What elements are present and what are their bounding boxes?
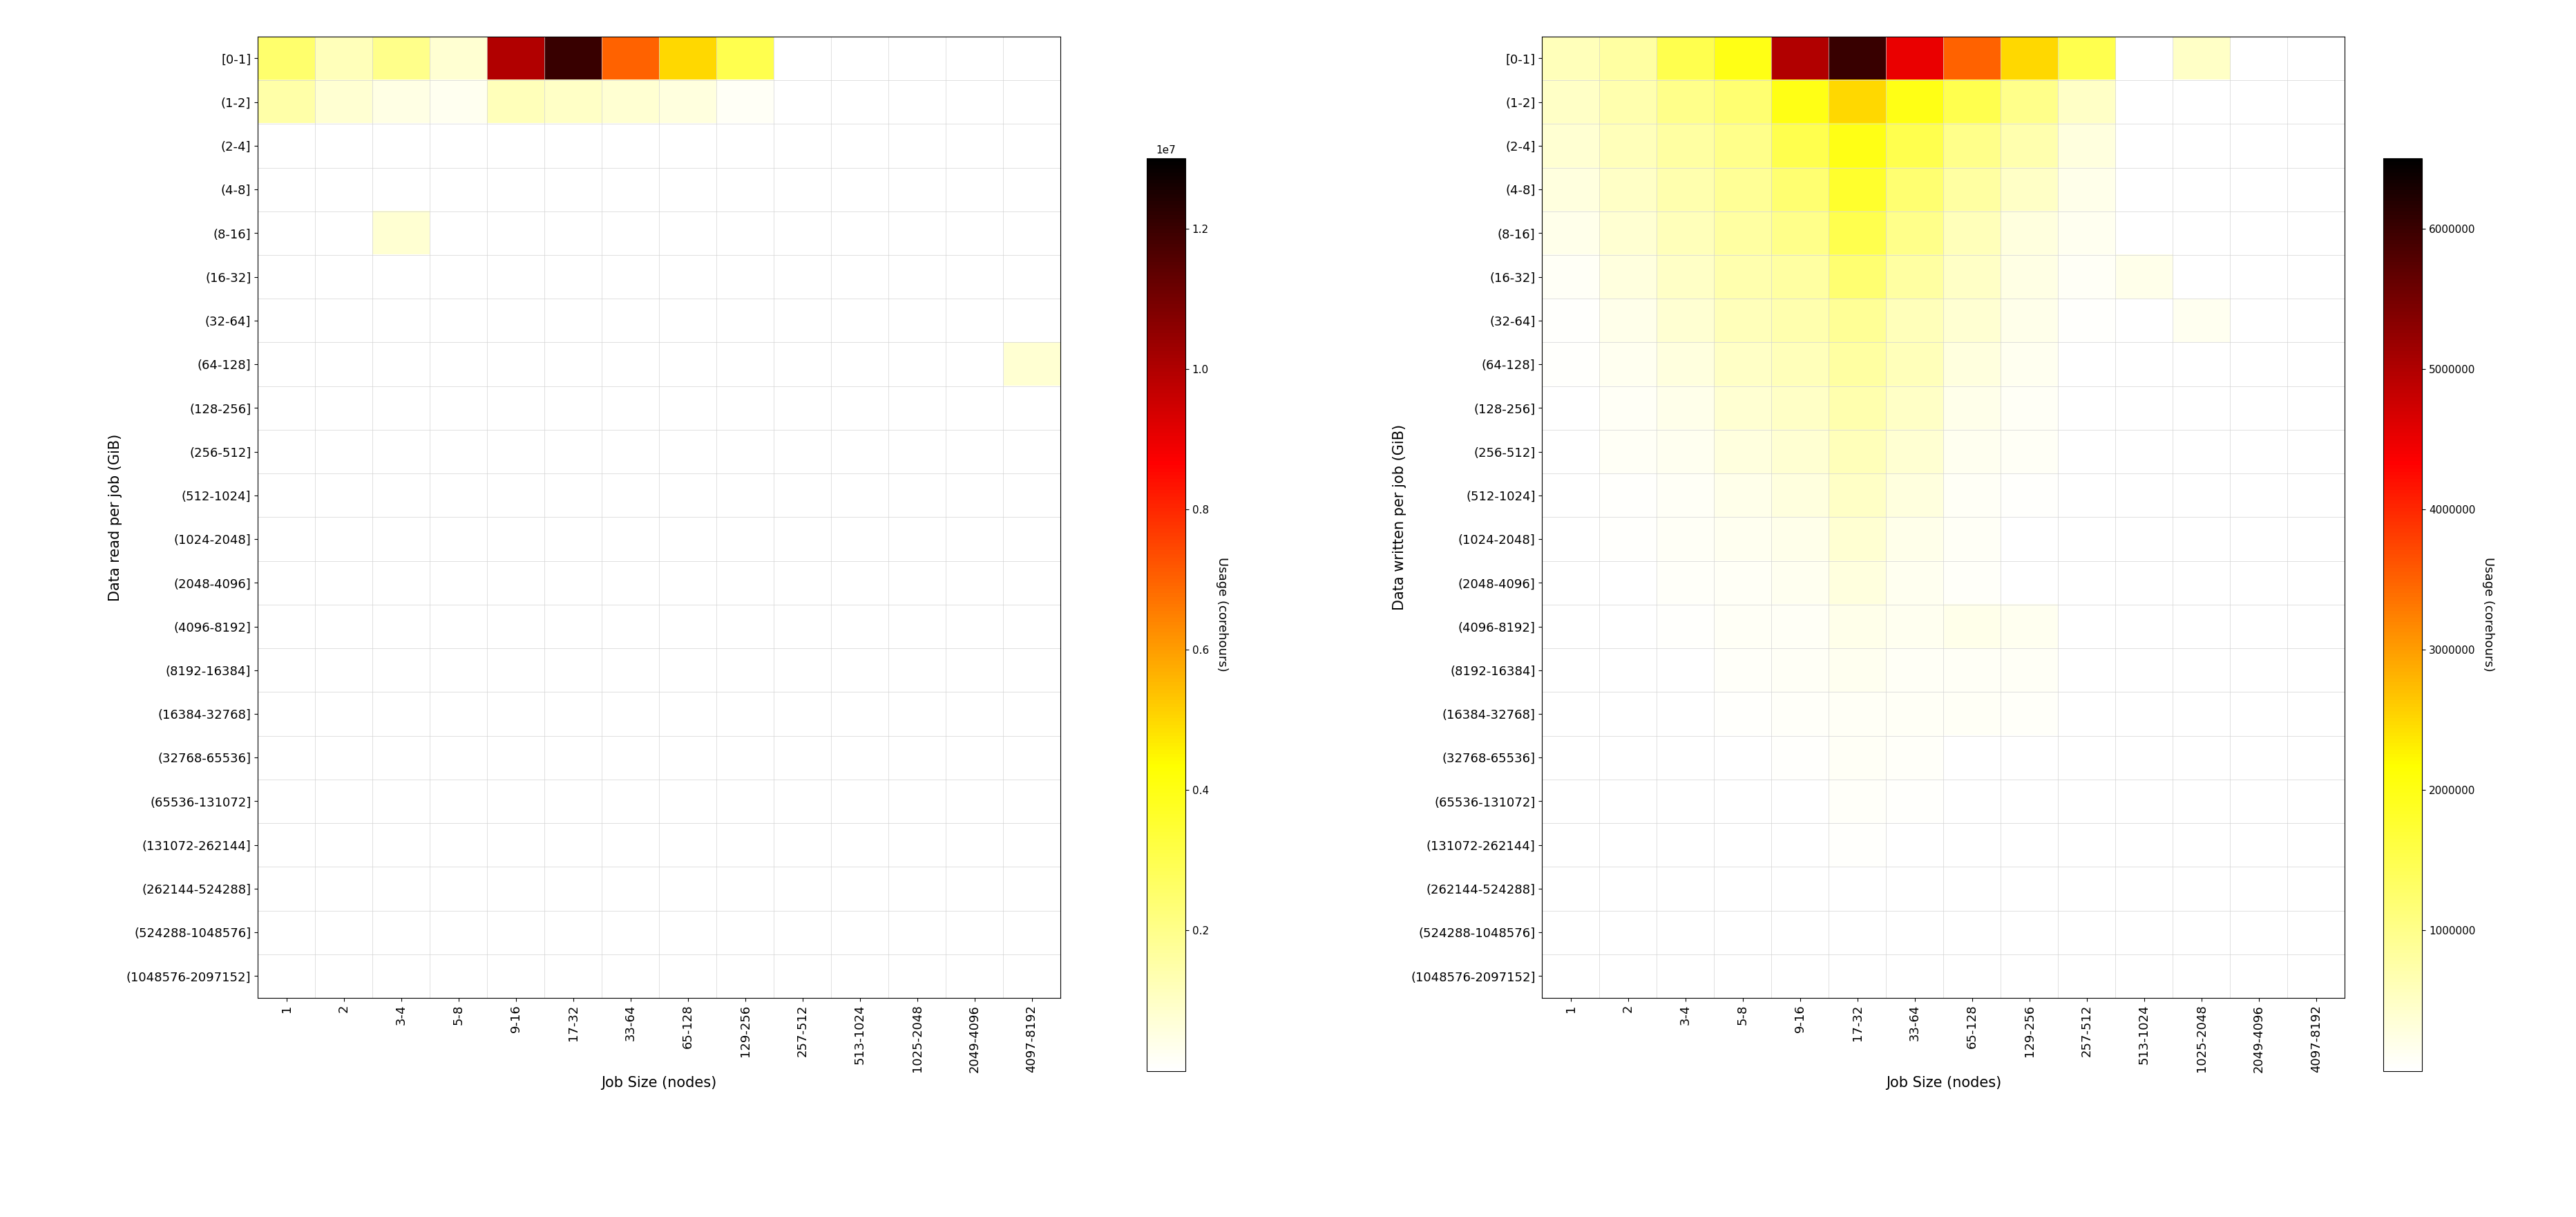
Y-axis label: Usage (corehours): Usage (corehours): [2481, 557, 2494, 672]
Y-axis label: Data read per job (GiB): Data read per job (GiB): [108, 433, 124, 601]
Y-axis label: Usage (corehours): Usage (corehours): [1216, 557, 1229, 672]
Title: 1e7: 1e7: [1157, 145, 1175, 156]
X-axis label: Job Size (nodes): Job Size (nodes): [1886, 1076, 2002, 1090]
X-axis label: Job Size (nodes): Job Size (nodes): [600, 1076, 716, 1090]
Y-axis label: Data written per job (GiB): Data written per job (GiB): [1394, 425, 1406, 610]
